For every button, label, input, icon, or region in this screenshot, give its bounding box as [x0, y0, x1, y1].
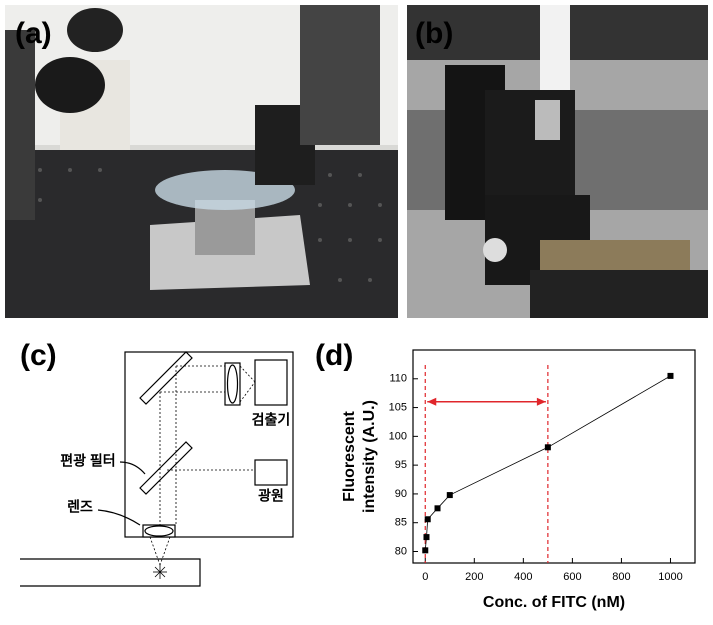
- arrow-head: [536, 397, 546, 406]
- data-point: [422, 547, 429, 554]
- photo-a: [5, 5, 398, 318]
- data-point: [424, 516, 431, 523]
- data-point: [434, 505, 441, 512]
- y-tick-label: 80: [395, 545, 407, 557]
- detector-label: 검출기: [252, 412, 291, 428]
- y-tick-label: 90: [395, 488, 407, 500]
- panel-label: (d): [315, 339, 353, 372]
- diagram: [20, 351, 294, 587]
- x-tick-label: 0: [422, 571, 428, 583]
- x-tick-label: 200: [465, 571, 483, 583]
- source-label: 광원: [258, 488, 284, 504]
- y-tick-label: 105: [389, 401, 407, 413]
- data-point: [423, 534, 430, 541]
- y-tick-label: 95: [395, 459, 407, 471]
- photo-b: [407, 5, 708, 318]
- arrow-head: [427, 397, 437, 406]
- plot-frame: [412, 349, 696, 564]
- filter-label: 편광 필터: [60, 453, 115, 469]
- x-tick-label: 1000: [658, 571, 682, 583]
- panel-label: (b): [415, 17, 453, 50]
- panel-label: (c): [20, 339, 57, 372]
- y-axis-label: Fluorescent: [341, 410, 358, 501]
- y-axis-label: intensity (A.U.): [361, 400, 378, 513]
- panel-label: (a): [15, 17, 52, 50]
- y-tick-label: 110: [389, 373, 407, 385]
- data-point: [667, 372, 674, 379]
- y-tick-label: 85: [395, 517, 407, 529]
- y-tick-label: 100: [389, 430, 407, 442]
- x-axis-label: Conc. of FITC (nM): [483, 594, 625, 611]
- x-tick-label: 400: [514, 571, 532, 583]
- x-tick-label: 600: [563, 571, 581, 583]
- x-tick-label: 800: [612, 571, 630, 583]
- data-point: [544, 444, 551, 451]
- data-point: [446, 492, 453, 499]
- lens-label: 렌즈: [67, 499, 93, 515]
